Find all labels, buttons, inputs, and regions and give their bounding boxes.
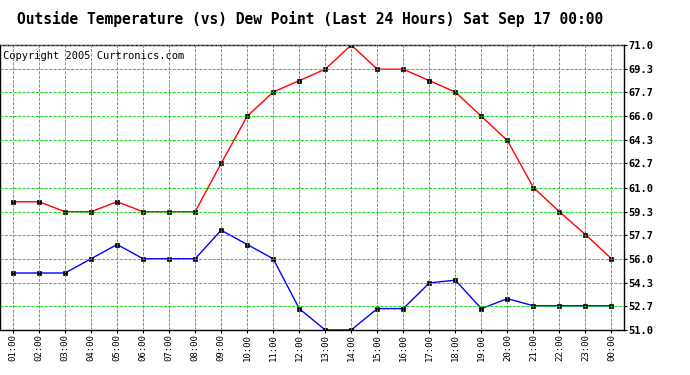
Text: Outside Temperature (vs) Dew Point (Last 24 Hours) Sat Sep 17 00:00: Outside Temperature (vs) Dew Point (Last… — [17, 11, 604, 27]
Text: Copyright 2005 Curtronics.com: Copyright 2005 Curtronics.com — [3, 51, 184, 61]
